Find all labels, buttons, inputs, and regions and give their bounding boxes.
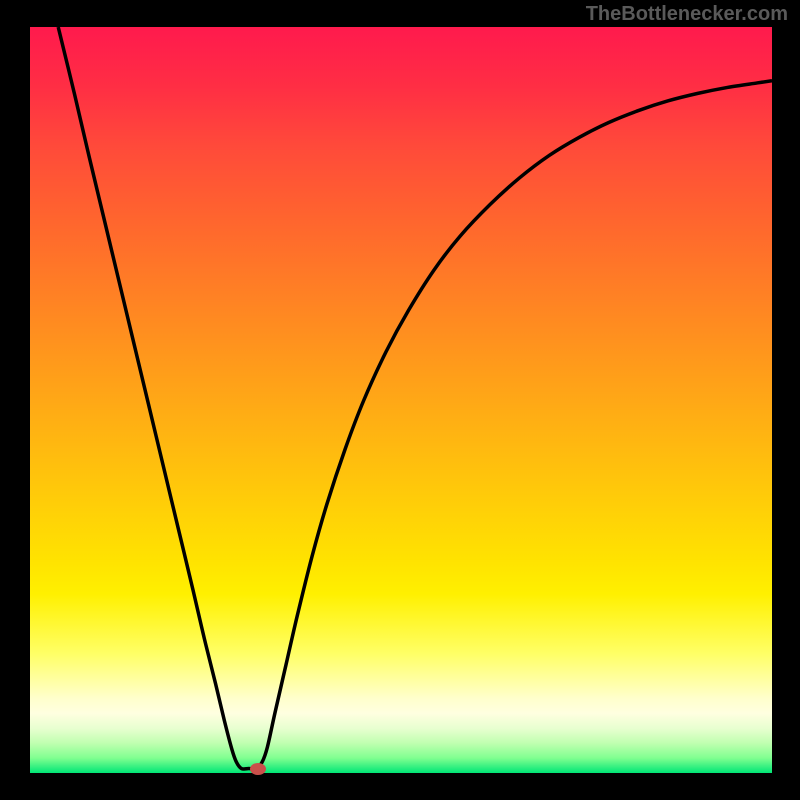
watermark-text: TheBottlenecker.com (586, 3, 788, 26)
curve-svg (30, 27, 772, 773)
chart-container: TheBottlenecker.com (0, 0, 800, 800)
bottleneck-curve (58, 27, 772, 769)
optimal-point-marker (250, 763, 266, 775)
plot-area (30, 27, 772, 773)
